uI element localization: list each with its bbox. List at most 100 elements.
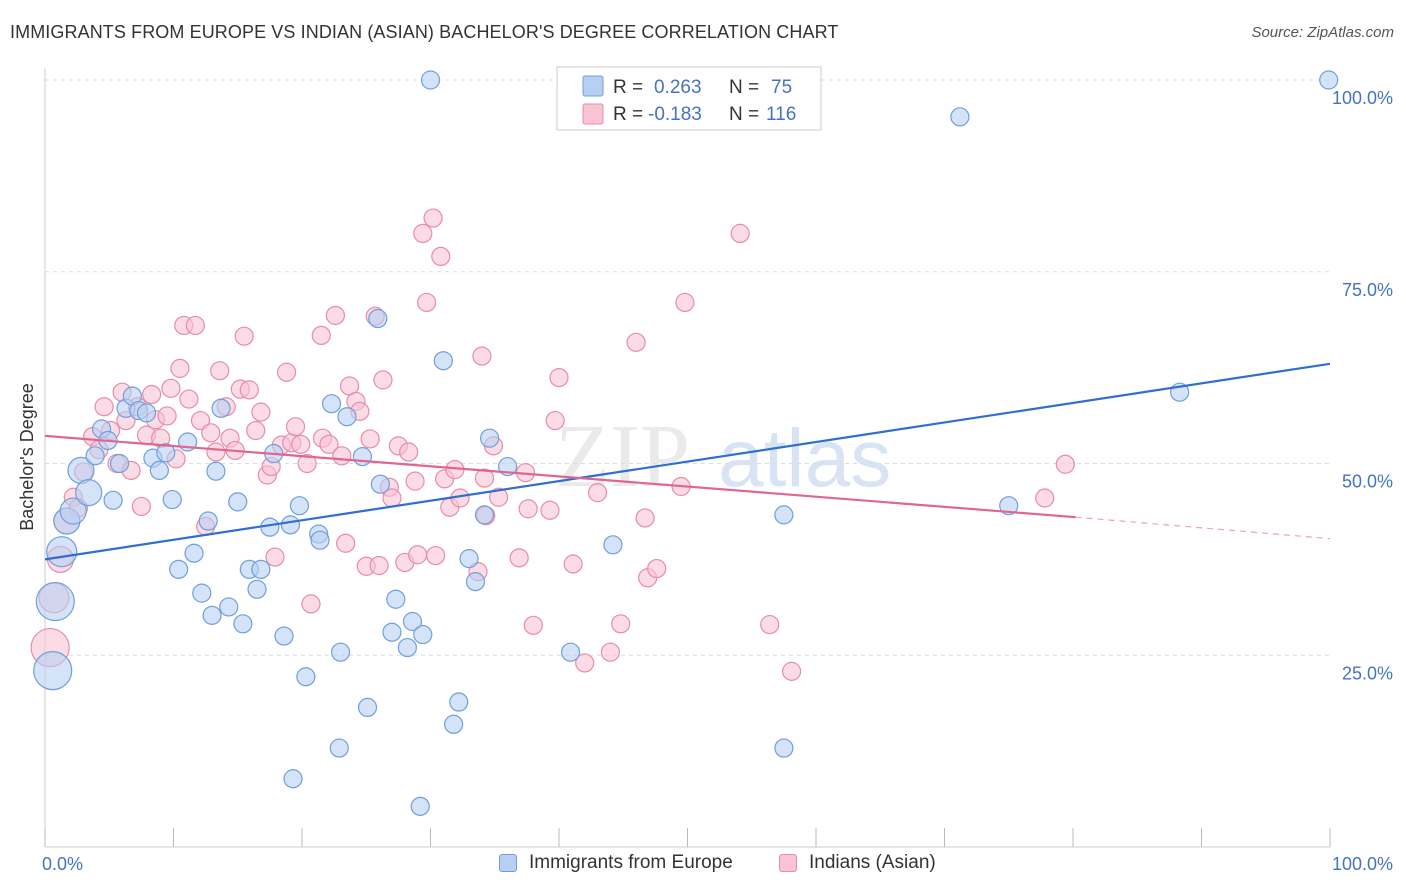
point-europe	[202, 605, 222, 625]
point-europe	[402, 611, 423, 632]
legend-r-label-1: R =	[613, 104, 643, 125]
point-europe	[950, 107, 970, 127]
point-europe	[75, 479, 103, 507]
point-indians	[157, 406, 177, 426]
point-europe	[233, 614, 253, 634]
y-tick-label-25: 25.0%	[1342, 663, 1393, 683]
point-europe	[35, 581, 75, 622]
trend-line-indians-extrapolated	[1075, 516, 1331, 540]
y-axis-label: Bachelor's Degree	[17, 383, 37, 531]
point-indians	[423, 208, 443, 228]
legend-swatch-pink	[582, 103, 604, 125]
point-europe	[136, 403, 157, 423]
point-europe	[274, 626, 294, 646]
point-indians	[210, 361, 230, 381]
legend-n-value-1: 116	[766, 104, 796, 125]
series-legend: Immigrants from Europe Indians (Asian)	[0, 852, 1406, 878]
point-europe	[329, 738, 349, 758]
point-indians	[405, 471, 425, 491]
point-europe	[321, 394, 342, 414]
point-europe	[228, 492, 248, 512]
point-indians	[563, 554, 583, 574]
legend-r-value-0: 0.263	[654, 77, 702, 98]
point-europe	[283, 769, 303, 789]
point-europe	[192, 583, 212, 603]
point-indians	[179, 389, 199, 409]
y-tick-label-50: 50.0%	[1342, 472, 1393, 492]
point-europe	[162, 489, 182, 510]
point-indians	[675, 292, 695, 313]
point-europe	[774, 738, 794, 758]
point-europe	[459, 549, 479, 569]
point-europe	[85, 446, 105, 466]
point-indians	[540, 500, 560, 520]
point-indians	[472, 346, 492, 366]
trend-lines	[44, 362, 1331, 561]
point-europe	[289, 496, 310, 516]
point-europe	[206, 461, 226, 481]
point-indians	[647, 558, 667, 579]
point-indians	[545, 410, 565, 431]
point-indians	[575, 653, 595, 673]
point-indians	[523, 615, 543, 635]
point-indians	[611, 614, 631, 634]
point-indians	[297, 453, 317, 474]
legend-item-indians: Indians (Asian)	[779, 852, 936, 874]
point-europe	[198, 511, 218, 531]
point-indians	[336, 533, 356, 553]
axes	[44, 68, 1331, 848]
point-indians	[408, 545, 428, 565]
point-indians	[518, 499, 538, 519]
point-europe	[420, 70, 441, 90]
point-europe	[413, 624, 433, 645]
legend-label-europe: Immigrants from Europe	[529, 852, 733, 873]
point-europe	[280, 515, 301, 535]
legend-swatch-indians	[779, 854, 797, 872]
point-europe	[449, 692, 469, 712]
legend-n-label-0: N =	[729, 77, 759, 98]
point-indians	[489, 487, 509, 507]
point-indians	[190, 410, 211, 431]
point-europe	[296, 667, 316, 687]
point-indians	[185, 315, 205, 336]
point-europe	[603, 535, 623, 555]
point-europe	[149, 460, 169, 481]
stats-legend: R = 0.263 N = 75 R = -0.183 N = 116	[556, 66, 822, 131]
point-europe	[59, 497, 87, 525]
point-indians	[587, 483, 608, 503]
point-europe	[1319, 70, 1339, 90]
point-indians	[161, 378, 181, 398]
point-indians	[319, 434, 339, 454]
point-europe	[211, 398, 231, 418]
point-indians	[251, 402, 271, 422]
point-europe	[184, 543, 204, 563]
y-tick-label-75: 75.0%	[1342, 280, 1393, 300]
point-europe	[474, 505, 495, 525]
point-europe	[169, 559, 189, 579]
point-europe	[337, 407, 357, 427]
watermark-zip: ZIP	[555, 407, 690, 506]
point-indians	[301, 594, 321, 614]
point-indians	[131, 496, 151, 517]
point-europe	[397, 637, 417, 658]
point-europe	[357, 697, 378, 718]
point-europe	[251, 559, 271, 579]
point-indians	[509, 548, 529, 568]
legend-swatch-blue	[582, 75, 604, 97]
point-indians	[239, 380, 259, 400]
point-indians	[417, 292, 437, 313]
point-indians	[1035, 488, 1055, 508]
y-tick-label-100: 100.0%	[1332, 88, 1393, 108]
series-immigrants-from-europe	[33, 70, 1339, 816]
x-tick-label-max: 100.0%	[1332, 854, 1393, 874]
point-europe	[382, 622, 402, 642]
point-indians	[246, 420, 266, 441]
point-europe	[352, 446, 372, 467]
point-europe	[46, 536, 78, 568]
grid-lines	[45, 79, 1330, 656]
legend-n-label-1: N =	[729, 104, 759, 125]
point-indians	[265, 547, 285, 567]
point-indians	[373, 370, 393, 390]
point-europe	[247, 579, 267, 599]
